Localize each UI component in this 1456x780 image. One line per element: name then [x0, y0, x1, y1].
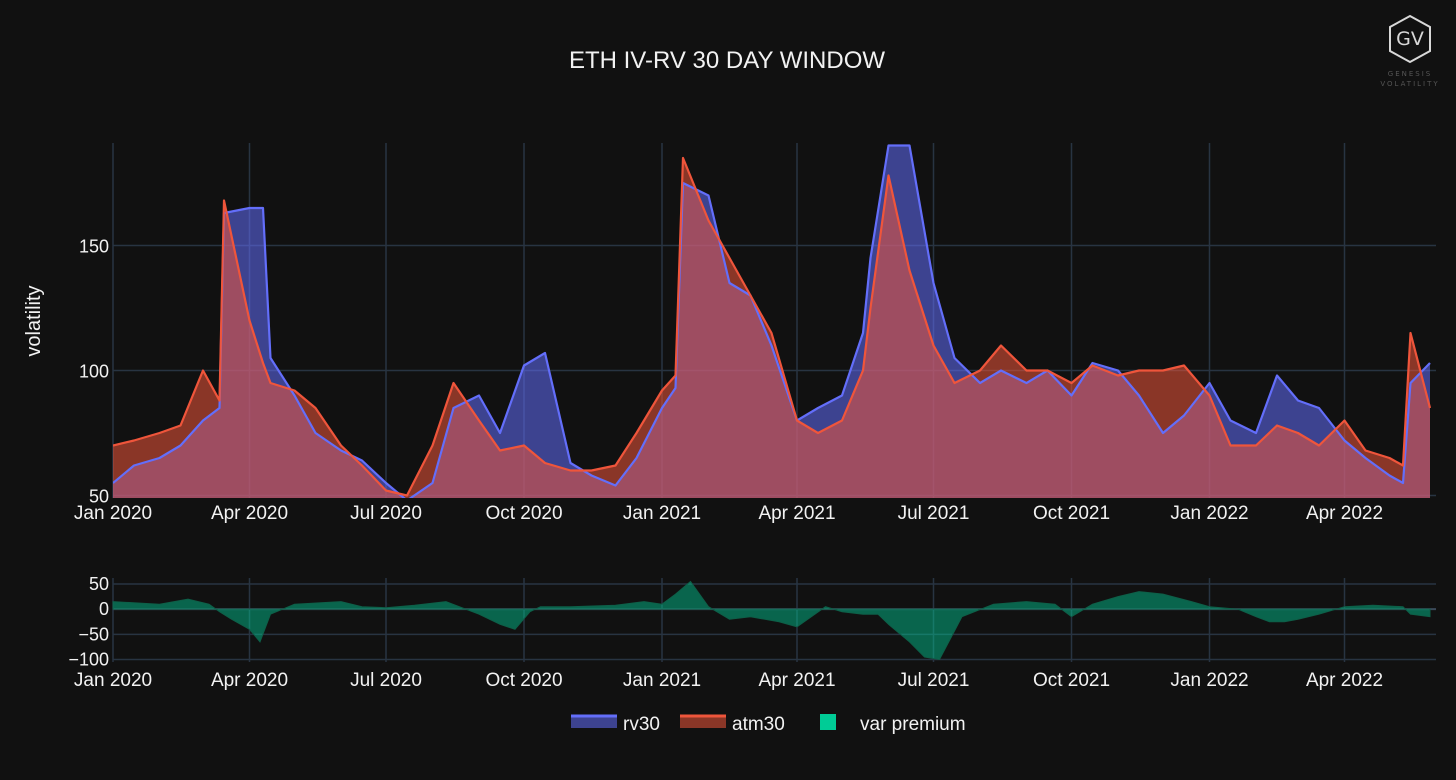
main-y-tick-label-1: 100	[79, 362, 109, 382]
sub-x-tick-label-1: Apr 2020	[211, 670, 288, 691]
legend-label-var-premium: var premium	[860, 714, 966, 735]
var-premium-area	[112, 580, 1431, 661]
main-plot	[113, 144, 1432, 498]
chart-title: ETH IV-RV 30 DAY WINDOW	[569, 47, 885, 74]
sub-x-tick-label-5: Apr 2021	[758, 670, 835, 691]
sub-x-tick-label-8: Jan 2022	[1170, 670, 1248, 691]
sub-y-ticks: 50 0 −50 −100	[68, 574, 109, 669]
atm30-area	[113, 158, 1430, 498]
sub-x-tick-label-2: Jul 2020	[350, 670, 422, 691]
logo-mark: GV	[1396, 28, 1424, 50]
rv30-line	[113, 144, 1431, 498]
sub-x-tick-label-6: Jul 2021	[898, 670, 970, 691]
main-x-tick-label-5: Apr 2021	[758, 503, 835, 524]
main-x-tick-label-6: Jul 2021	[898, 503, 970, 524]
y-axis-label: volatility	[23, 285, 45, 356]
main-x-ticks: Jan 2020 Apr 2020 Jul 2020 Oct 2020 Jan 2021…	[74, 503, 1383, 524]
sub-x-ticks: Jan 2020 Apr 2020 Jul 2020 Oct 2020 Jan 2021…	[74, 670, 1383, 691]
legend-swatch-rv30	[571, 716, 617, 728]
atm30-line	[113, 156, 1432, 497]
hexagon-logo-icon	[1389, 14, 1431, 64]
sub-x-tick-label-7: Oct 2021	[1033, 670, 1110, 691]
sub-y-tick-label-3: −100	[68, 649, 109, 669]
main-x-tick-label-0: Jan 2020	[74, 503, 152, 524]
main-x-tick-label-7: Oct 2021	[1033, 503, 1110, 524]
main-x-tick-label-2: Jul 2020	[350, 503, 422, 524]
main-x-tick-label-4: Jan 2021	[623, 503, 701, 524]
main-x-tick-label-9: Apr 2022	[1306, 503, 1383, 524]
logo-line2: VOLATILITY	[1380, 80, 1440, 88]
sub-x-tick-label-4: Jan 2021	[623, 670, 701, 691]
main-y-ticks: 50 100 150	[79, 237, 109, 507]
legend-label-atm30: atm30	[732, 714, 785, 735]
main-y-tick-label-0: 50	[89, 487, 109, 507]
sub-x-tick-label-9: Apr 2022	[1306, 670, 1383, 691]
genesis-volatility-logo: GV GENESIS VOLATILITY	[1368, 12, 1452, 92]
sub-y-tick-label-1: 0	[99, 599, 109, 619]
main-x-tick-label-3: Oct 2020	[485, 503, 562, 524]
sub-plot	[112, 580, 1431, 661]
legend-label-rv30: rv30	[623, 714, 660, 735]
logo-line1: GENESIS	[1387, 70, 1433, 78]
main-x-tick-label-1: Apr 2020	[211, 503, 288, 524]
legend-swatch-var-premium	[820, 714, 836, 730]
main-y-tick-label-2: 150	[79, 237, 109, 257]
legend-swatch-atm30	[680, 716, 726, 728]
sub-x-tick-label-0: Jan 2020	[74, 670, 152, 691]
sub-y-tick-label-0: 50	[89, 574, 109, 594]
main-x-tick-label-8: Jan 2022	[1170, 503, 1248, 524]
legend: rv30 atm30 var premium	[571, 714, 966, 735]
sub-y-tick-label-2: −50	[78, 624, 109, 644]
sub-x-tick-label-3: Oct 2020	[485, 670, 562, 691]
